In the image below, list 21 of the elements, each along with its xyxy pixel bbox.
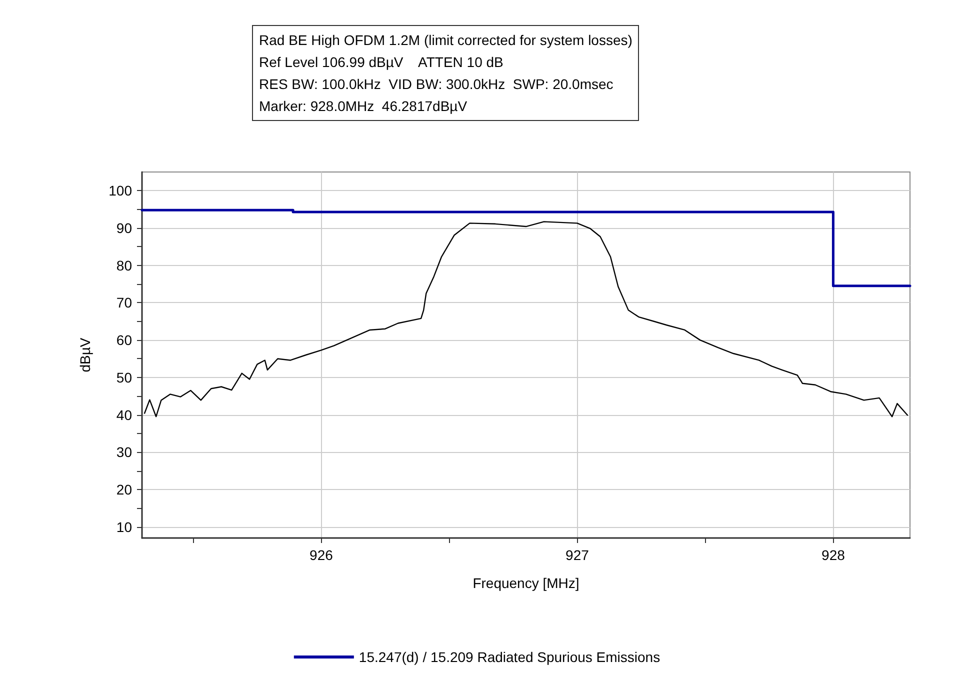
line-series bbox=[144, 221, 908, 418]
x-axis-title: Frequency [MHz] bbox=[472, 575, 580, 591]
y-tick-label: 60 bbox=[116, 332, 132, 348]
y-tick-label: 30 bbox=[116, 444, 132, 460]
text: RES BW: 100.0kHz VID BW: 300.0kHz SWP: 20.0msec bbox=[259, 75, 614, 94]
y-tick-label: 20 bbox=[116, 481, 132, 498]
y-tick-label: 50 bbox=[116, 369, 132, 386]
y-tick-label: 10 bbox=[116, 518, 132, 535]
legend-label: 15.247(d) / 15.209 Radiated Spurious Emissions bbox=[358, 649, 660, 665]
x-tick-label: 927 bbox=[566, 547, 590, 563]
y-tick-label: 100 bbox=[108, 182, 132, 199]
x-tick-label: 926 bbox=[310, 547, 334, 563]
text: Rad BE High OFDM 1.2M (limit corrected for system losses) bbox=[259, 31, 632, 50]
y-tick-label: 70 bbox=[116, 294, 132, 311]
text: Marker: 928.0MHz 46.2817dBµV bbox=[259, 97, 468, 116]
y-tick-label: 80 bbox=[116, 257, 132, 274]
x-tick-label: 928 bbox=[822, 547, 846, 563]
y-tick-label: 40 bbox=[116, 406, 132, 423]
text: Ref Level 106.99 dBµV ATTEN 10 dB bbox=[259, 53, 504, 72]
y-tick-label: 90 bbox=[116, 220, 132, 236]
y-axis-title: dBµV bbox=[77, 337, 93, 372]
